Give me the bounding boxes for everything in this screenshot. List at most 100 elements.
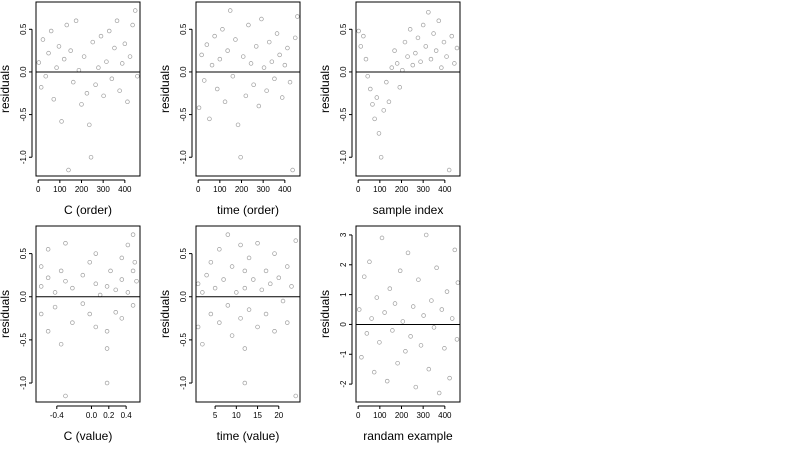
data-point bbox=[104, 329, 110, 334]
y-tick-label: -0.5 bbox=[179, 107, 188, 121]
data-point bbox=[80, 301, 86, 306]
data-point bbox=[423, 44, 429, 49]
data-point bbox=[452, 61, 457, 66]
data-point bbox=[114, 18, 120, 24]
plot-frame bbox=[355, 225, 461, 403]
data-point bbox=[51, 96, 57, 102]
data-point bbox=[195, 324, 201, 330]
x-tick-label: 200 bbox=[395, 411, 409, 420]
data-point bbox=[230, 73, 236, 79]
data-point bbox=[397, 268, 403, 273]
data-point bbox=[38, 264, 44, 269]
x-tick-label: 300 bbox=[416, 411, 430, 420]
x-tick-label: 200 bbox=[235, 185, 249, 194]
data-point bbox=[439, 307, 445, 312]
data-point bbox=[290, 167, 295, 173]
y-tick-label: 3 bbox=[339, 232, 348, 237]
data-point bbox=[379, 235, 385, 241]
data-point bbox=[287, 79, 293, 85]
data-point bbox=[93, 281, 99, 287]
data-point bbox=[93, 324, 99, 330]
data-point bbox=[76, 67, 82, 73]
data-point bbox=[90, 39, 96, 45]
data-point bbox=[358, 44, 364, 49]
data-point bbox=[261, 65, 267, 70]
data-point bbox=[80, 272, 86, 278]
data-point bbox=[97, 292, 103, 298]
y-axis-title: residuals bbox=[158, 65, 172, 113]
x-tick-label: 0.2 bbox=[103, 411, 115, 420]
x-tick-label: 100 bbox=[213, 185, 227, 194]
data-point bbox=[101, 93, 106, 99]
data-point bbox=[104, 380, 110, 386]
x-axis-title: C (order) bbox=[64, 203, 112, 217]
data-point bbox=[264, 88, 269, 93]
data-point bbox=[40, 37, 46, 42]
data-point bbox=[415, 35, 421, 41]
plot-frame bbox=[195, 225, 301, 403]
x-tick-label: 100 bbox=[53, 185, 67, 194]
data-point bbox=[104, 59, 109, 64]
panel-5: 5 10 15 20 -1.0 -0.5 0.0 0.5 time (value) residua… bbox=[158, 225, 301, 443]
data-point bbox=[238, 242, 243, 248]
data-point bbox=[38, 311, 44, 317]
y-tick-label: 2 bbox=[339, 262, 348, 267]
x-tick-label: 300 bbox=[96, 185, 110, 194]
data-point bbox=[402, 39, 408, 45]
plot-frame bbox=[35, 225, 141, 403]
data-point bbox=[279, 95, 285, 100]
x-tick-label: 400 bbox=[278, 185, 292, 194]
data-point bbox=[71, 79, 76, 85]
y-tick-label: 0.5 bbox=[339, 23, 348, 35]
y-tick-label: 0 bbox=[339, 322, 348, 327]
data-point bbox=[201, 78, 207, 83]
y-tick-label: -0.5 bbox=[19, 107, 28, 121]
data-point bbox=[242, 380, 248, 386]
data-point bbox=[444, 54, 449, 59]
data-point bbox=[238, 316, 243, 321]
data-point bbox=[234, 290, 239, 295]
data-point bbox=[374, 95, 380, 100]
data-point bbox=[397, 85, 403, 90]
data-point bbox=[119, 61, 125, 66]
data-point bbox=[200, 341, 205, 347]
data-point bbox=[436, 390, 442, 396]
data-point bbox=[410, 304, 416, 309]
data-point bbox=[276, 275, 282, 281]
plot-frame bbox=[35, 1, 141, 177]
data-point bbox=[212, 33, 217, 39]
y-axis-title: residuals bbox=[0, 290, 12, 338]
data-point bbox=[356, 28, 361, 34]
data-point bbox=[390, 328, 395, 333]
data-point bbox=[371, 369, 377, 375]
y-tick-label: -1.0 bbox=[179, 376, 188, 390]
x-tick-label: 0 bbox=[196, 185, 201, 194]
data-point bbox=[423, 232, 429, 238]
data-point bbox=[217, 56, 223, 62]
data-point bbox=[81, 54, 87, 59]
data-point bbox=[125, 242, 131, 248]
data-point bbox=[289, 284, 294, 289]
y-tick-label: -0.5 bbox=[179, 332, 188, 346]
data-point bbox=[429, 298, 434, 303]
data-point bbox=[439, 65, 444, 70]
data-point bbox=[119, 316, 125, 321]
data-point bbox=[87, 311, 92, 317]
data-point bbox=[70, 320, 75, 325]
data-point bbox=[441, 39, 447, 45]
data-point bbox=[132, 8, 138, 13]
data-point bbox=[109, 76, 115, 82]
data-point bbox=[119, 255, 125, 261]
data-point bbox=[113, 310, 118, 315]
data-point bbox=[272, 329, 277, 334]
x-tick-label: 0 bbox=[36, 185, 41, 194]
data-point bbox=[370, 102, 375, 107]
data-point bbox=[285, 264, 290, 269]
data-point bbox=[446, 167, 452, 173]
data-point bbox=[361, 274, 367, 279]
data-point bbox=[54, 65, 59, 70]
data-point bbox=[104, 284, 110, 289]
data-point bbox=[357, 307, 362, 312]
data-point bbox=[368, 86, 373, 92]
